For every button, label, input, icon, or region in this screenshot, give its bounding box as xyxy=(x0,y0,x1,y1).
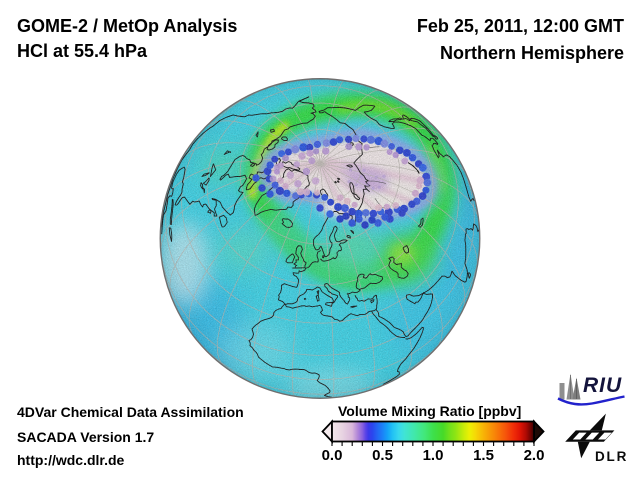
colorbar-right-arrow xyxy=(533,419,545,444)
dlr-logo-text: DLR xyxy=(595,449,629,464)
footer-url: http://wdc.dlr.de xyxy=(17,451,125,468)
colorbar-gradient xyxy=(331,420,535,443)
header-datetime: Feb 25, 2011, 12:00 GMT xyxy=(416,16,624,36)
colorbar-tick-4: 2.0 xyxy=(523,447,545,464)
dlr-logo xyxy=(565,413,615,459)
colorbar-tick-2: 1.0 xyxy=(422,447,444,464)
riu-wave xyxy=(557,395,625,406)
colorbar-tick-3: 1.5 xyxy=(473,447,494,464)
colorbar-ticks xyxy=(331,441,535,446)
header-region: Northern Hemisphere xyxy=(439,43,624,63)
colorbar-tick-0: 0.0 xyxy=(321,447,343,464)
riu-logo xyxy=(557,373,625,406)
title-line1: GOME-2 / MetOp Analysis xyxy=(17,16,238,36)
colorbar xyxy=(321,419,545,446)
colorbar-tick-1: 0.5 xyxy=(372,447,393,464)
globe-map xyxy=(159,78,481,399)
title-line2: HCl at 55.4 hPa xyxy=(17,41,148,61)
globe-outline xyxy=(159,78,481,399)
footer-line2: SACADA Version 1.7 xyxy=(17,429,155,445)
riu-logo-text: RIU xyxy=(583,374,623,397)
colorbar-title: Volume Mixing Ratio [ppbv] xyxy=(338,403,522,419)
colorbar-left-arrow xyxy=(321,419,333,444)
footer-line1: 4DVar Chemical Data Assimilation xyxy=(17,404,244,420)
